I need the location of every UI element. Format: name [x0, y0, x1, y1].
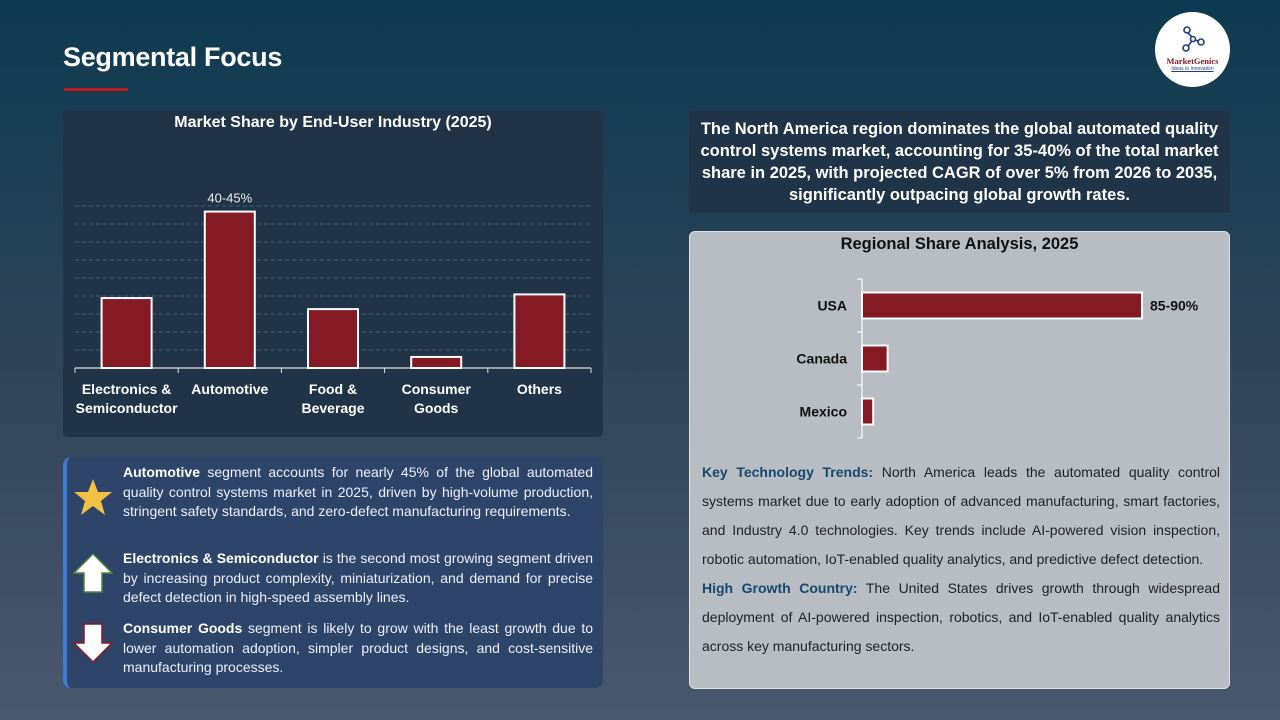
highlight-text: is the second most growing segment drive… — [123, 550, 593, 605]
regional-chart-title: Regional Share Analysis, 2025 — [840, 235, 1079, 253]
category-label: USA — [817, 298, 847, 314]
network-icon — [1181, 26, 1205, 52]
bar-canada — [861, 344, 889, 373]
highlight-text: segment is likely to grow with the least… — [123, 620, 593, 675]
bar-food-beverage — [307, 308, 359, 369]
data-label: 85-90% — [1150, 298, 1199, 314]
category-label: Consumer — [402, 381, 472, 397]
chart-title: Market Share by End-User Industry (2025) — [174, 114, 492, 131]
category-label: Others — [517, 381, 562, 397]
star-icon — [74, 479, 112, 515]
growth-country-text: The United States drives growth through … — [702, 580, 1220, 654]
regional-panel: Regional Share Analysis, 2025 USA 85-90% C… — [689, 231, 1230, 689]
bar-electronics-semiconductor — [100, 297, 153, 369]
highlight-consumer-goods: Consumer Goods segment is likely to grow… — [73, 619, 593, 678]
north-america-summary: The North America region dominates the g… — [689, 111, 1230, 213]
tech-trends-label: Key Technology Trends: — [702, 464, 874, 480]
highlight-bold: Consumer Goods — [123, 620, 243, 636]
highlight-bold: Automotive — [123, 464, 200, 480]
trends-text: Key Technology Trends: North America lea… — [702, 458, 1220, 661]
category-label: Electronics & — [82, 381, 171, 397]
tech-trends-text: North America leads the automated qualit… — [702, 464, 1221, 567]
growth-country-label: High Growth Country: — [702, 580, 858, 596]
logo: MarketGenics Ideas to Innovation — [1155, 12, 1230, 87]
tech-trends: Key Technology Trends: North America lea… — [702, 458, 1220, 574]
highlight-bold: Electronics & Semiconductor — [123, 550, 319, 566]
category-label: Food & — [309, 381, 357, 397]
end-user-chart-panel: Market Share by End-User Industry (2025)… — [63, 111, 603, 437]
bar-others — [513, 293, 566, 369]
bar-consumer-goods — [410, 355, 463, 370]
highlight-text: segment accounts for nearly 45% of the g… — [123, 464, 593, 519]
bar-usa — [861, 291, 1143, 320]
data-label: 40-45% — [207, 191, 252, 206]
category-label: Automotive — [191, 381, 268, 397]
arrow-down-icon — [73, 623, 113, 663]
highlights-panel: Automotive segment accounts for nearly 4… — [63, 457, 603, 688]
category-label: Semiconductor — [76, 400, 178, 416]
arrow-up-icon — [73, 553, 113, 593]
end-user-bar-chart: Electronics & Semiconductor 40-45% Automoti… — [74, 191, 592, 416]
category-label: Canada — [796, 351, 847, 367]
title-underline — [64, 88, 128, 91]
category-label: Mexico — [800, 404, 847, 420]
highlight-automotive: Automotive segment accounts for nearly 4… — [74, 463, 593, 549]
logo-tagline: Ideas to Innovation — [1171, 66, 1214, 72]
category-label: Beverage — [301, 400, 364, 416]
bar-automotive — [203, 210, 256, 369]
growth-country: High Growth Country: The United States d… — [702, 574, 1220, 661]
page-title: Segmental Focus — [63, 42, 283, 72]
bar-mexico — [861, 397, 875, 426]
logo-name: MarketGenics — [1166, 56, 1219, 66]
regional-bar-chart: USA 85-90% Canada Mexico — [796, 278, 1199, 439]
category-label: Goods — [414, 400, 459, 416]
highlight-electronics: Electronics & Semiconductor is the secon… — [73, 549, 593, 619]
